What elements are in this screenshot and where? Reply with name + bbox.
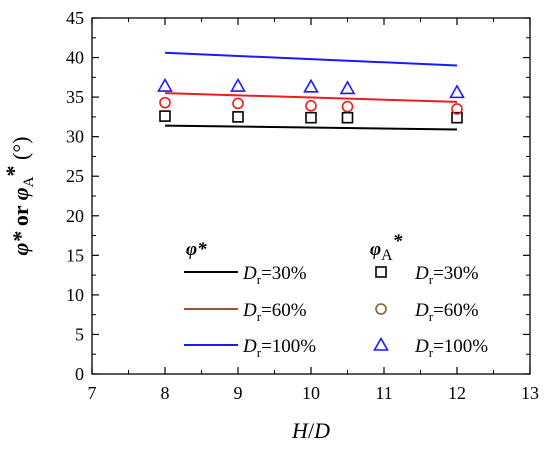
y-tick-label: 0 [75,364,84,384]
data-point [232,111,244,123]
x-axis-title-part: D [313,418,330,443]
y-axis-title-phi-star: φ* [8,231,33,256]
series-line [164,124,458,131]
legend-line-label: Dr=60% [242,300,307,324]
legend-label-sub: r [257,345,262,360]
legend-label-main: D [242,263,257,284]
legend-line-label: Dr=100% [242,336,316,360]
y-axis-title-star: * [1,165,26,176]
y-tick-label: 15 [66,245,84,265]
legend-label-rest: =60% [261,300,307,321]
y-tick-label: 35 [66,87,84,107]
data-point [449,84,465,99]
y-axis-title-sub: A [21,176,37,187]
legend-title-sub: A [381,247,393,264]
legend-marker-swatch [375,303,387,315]
y-axis-title: φ* or φA* (°) [1,137,37,256]
data-point [305,100,317,112]
legend-title-text: φ [370,239,381,260]
data-point [451,103,463,115]
legend-scatter-label: Dr=100% [414,336,488,360]
y-tick-label: 25 [66,166,84,186]
y-tick-label: 45 [66,8,84,28]
legend-label-main: D [414,336,429,357]
legend-label-main: D [242,336,257,357]
data-point [303,78,319,93]
legend-scatter-label: Dr=60% [414,300,479,324]
legend-label-sub: r [429,272,434,287]
x-axis-title-slash: / [308,418,315,443]
data-point [341,111,354,124]
data-point [230,77,246,92]
data-point [159,110,171,122]
data-point [232,97,244,110]
y-axis-title-or: or [8,200,33,231]
legend-label-rest: =30% [261,263,307,284]
x-axis-title: H/D [291,418,330,443]
legend-title-line: φ* [186,239,207,260]
legend-label-sub: r [257,309,262,324]
legend-label-main: D [242,300,257,321]
x-tick-label: 10 [302,383,320,403]
y-tick-label: 40 [66,48,84,68]
legend-label-main: D [414,300,429,321]
legend-label-rest: =60% [433,300,479,321]
plot-area [157,51,465,131]
x-axis-title-part: H [291,418,309,443]
series-line [164,92,458,103]
y-tick-label: 20 [66,206,84,226]
x-tick-label: 13 [521,383,539,403]
data-point [157,77,173,92]
legend-title-sup: * [393,231,403,252]
x-tick-label: 7 [88,383,97,403]
legend-label-sub: r [429,345,434,360]
legend-label-rest: =100% [261,336,316,357]
legend-label-main: D [414,263,429,284]
legend-title-scatter: φA* [370,231,403,264]
y-tick-label: 10 [66,285,84,305]
x-tick-label: 9 [234,383,243,403]
legend-line-label: Dr=30% [242,263,307,287]
series-line [164,51,458,67]
data-point [341,100,354,113]
legend-label-rest: =30% [433,263,479,284]
y-tick-label: 30 [66,127,84,147]
x-tick-label: 8 [161,383,170,403]
y-axis-title-unit: (°) [8,137,33,166]
data-point [339,80,356,95]
legend-marker-swatch [375,266,387,278]
legend-marker-swatch [373,336,389,351]
legend-label-sub: r [429,309,434,324]
data-point [159,96,171,109]
y-tick-label: 5 [75,324,84,344]
legend-scatter-label: Dr=30% [414,263,479,287]
data-point [305,111,317,124]
x-tick-label: 12 [448,383,466,403]
legend-title-text: φ* [186,239,207,260]
y-axis-title-phi: φ [8,187,33,200]
legend-label-rest: =100% [433,336,488,357]
x-tick-label: 11 [375,383,392,403]
legend: φ* φA*Dr=30%Dr=60%Dr=100%Dr=30%Dr=60%Dr=1… [184,231,488,360]
data-point [451,111,463,124]
legend-label-sub: r [257,272,262,287]
